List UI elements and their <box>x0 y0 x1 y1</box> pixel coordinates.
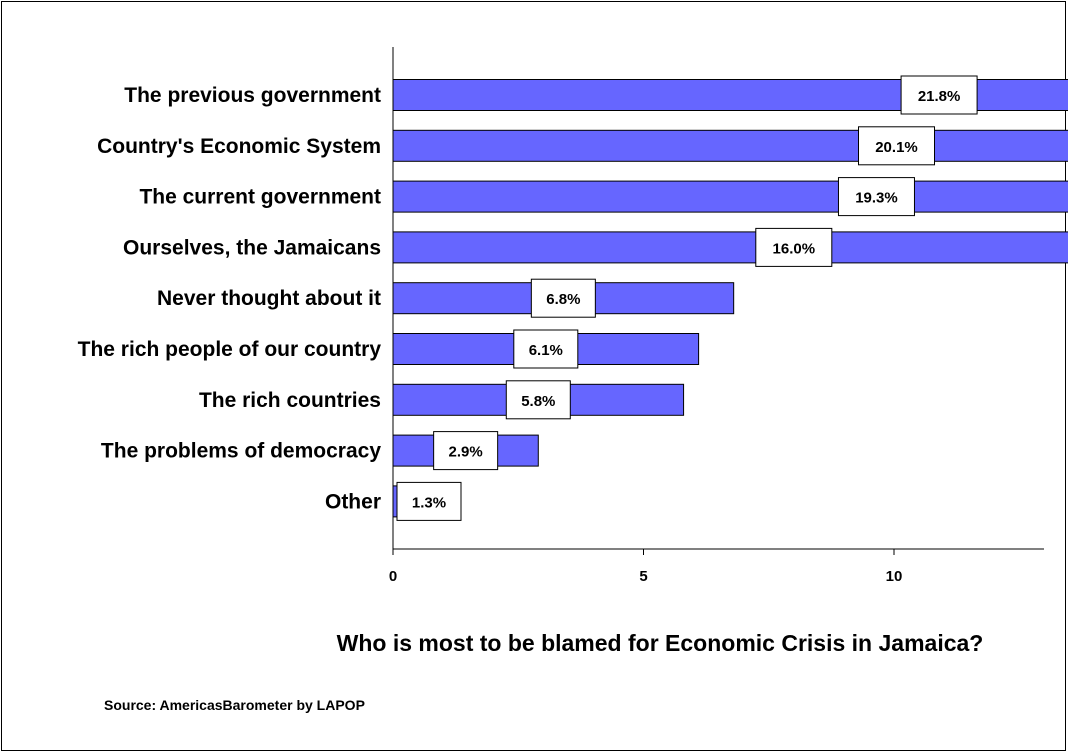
bar <box>392 129 1068 162</box>
category-label: The rich people of our country <box>78 338 382 361</box>
data-label: 20.1% <box>875 139 918 156</box>
data-label-box <box>433 431 499 471</box>
category-label: Other <box>325 490 381 513</box>
data-label: 21.8% <box>918 88 961 105</box>
bar <box>392 180 1068 213</box>
data-label: 6.1% <box>529 342 563 359</box>
category-label: Country's Economic System <box>97 135 381 158</box>
category-label: Never thought about it <box>157 287 381 310</box>
data-label: 5.8% <box>521 393 555 410</box>
bar <box>392 231 1068 264</box>
category-label: Ourselves, the Jamaicans <box>123 236 381 259</box>
data-label: 16.0% <box>773 240 816 257</box>
category-label: The current government <box>139 186 381 209</box>
category-label: The problems of democracy <box>101 440 381 463</box>
category-label: The previous government <box>124 84 381 107</box>
category-label: The rich countries <box>199 389 381 412</box>
data-label-box <box>837 177 915 217</box>
data-label-box <box>858 126 936 166</box>
source-note: Source: AmericasBarometer by LAPOP <box>104 697 365 713</box>
x-tick-label: 0 <box>389 568 397 585</box>
x-tick-label: 10 <box>886 568 903 585</box>
data-label: 1.3% <box>412 494 446 511</box>
data-label-box <box>900 75 978 115</box>
data-label: 6.8% <box>546 291 580 308</box>
data-label-box <box>505 380 571 420</box>
data-label-box <box>396 481 462 521</box>
data-label-box <box>530 278 596 318</box>
data-label: 2.9% <box>449 444 483 461</box>
data-label-box <box>755 227 833 267</box>
chart-title: Who is most to be blamed for Economic Cr… <box>336 630 984 656</box>
data-label: 19.3% <box>855 190 898 207</box>
data-label-box <box>513 329 579 369</box>
x-tick-label: 5 <box>639 568 647 585</box>
